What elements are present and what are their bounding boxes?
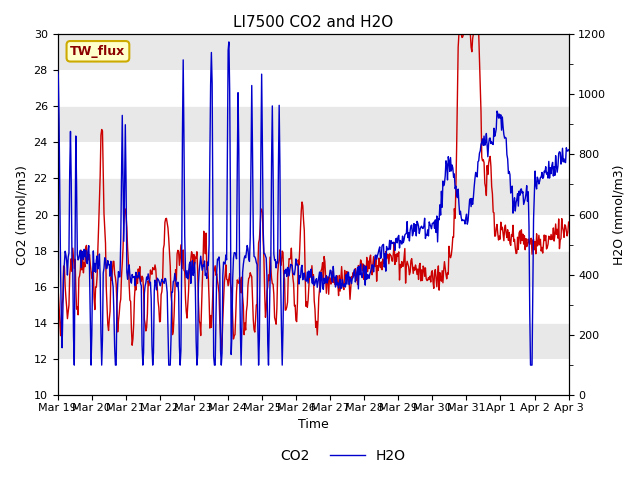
H2O <box>54 67 61 73</box>
CO2 <box>455 31 463 37</box>
Bar <box>58 323 568 359</box>
CO2 <box>54 262 61 268</box>
CO2 <box>218 349 225 355</box>
X-axis label: Time: Time <box>298 419 328 432</box>
Bar <box>58 179 568 215</box>
H2O <box>68 256 76 262</box>
Bar <box>58 106 568 143</box>
H2O <box>70 362 78 368</box>
H2O <box>225 39 233 45</box>
CO2 <box>518 238 526 243</box>
CO2 <box>190 252 198 257</box>
H2O <box>564 147 572 153</box>
Bar <box>58 359 568 395</box>
Bar <box>58 143 568 179</box>
Bar <box>58 287 568 323</box>
Bar <box>58 215 568 251</box>
H2O <box>191 260 198 265</box>
Y-axis label: CO2 (mmol/m3): CO2 (mmol/m3) <box>15 165 28 264</box>
CO2 <box>221 273 229 279</box>
H2O <box>221 261 229 267</box>
Bar <box>58 70 568 106</box>
Line: CO2: CO2 <box>58 34 568 352</box>
H2O <box>518 191 526 196</box>
CO2 <box>68 268 76 274</box>
H2O <box>486 135 493 141</box>
H2O <box>138 283 145 288</box>
Text: TW_flux: TW_flux <box>70 45 125 58</box>
Y-axis label: H2O (mmol/m3): H2O (mmol/m3) <box>612 164 625 265</box>
CO2 <box>564 219 572 225</box>
Bar <box>58 34 568 70</box>
Legend: CO2, H2O: CO2, H2O <box>228 443 412 468</box>
Line: H2O: H2O <box>58 42 568 365</box>
CO2 <box>137 279 145 285</box>
Title: LI7500 CO2 and H2O: LI7500 CO2 and H2O <box>233 15 393 30</box>
CO2 <box>486 156 493 162</box>
Bar <box>58 251 568 287</box>
